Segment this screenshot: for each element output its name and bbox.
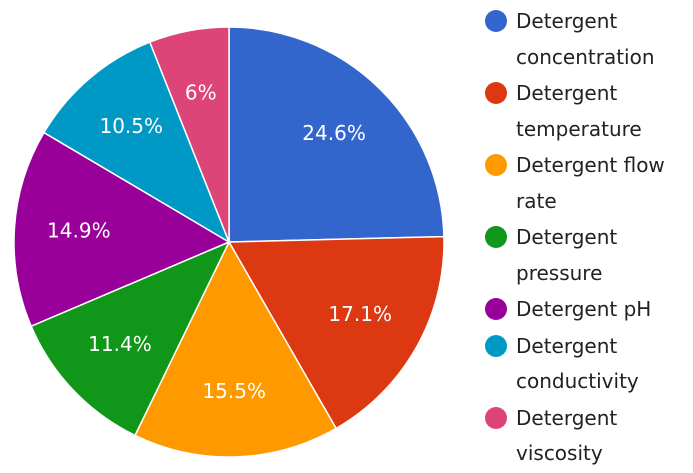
- legend-swatch: [485, 82, 507, 104]
- legend-label: Detergent pH: [516, 297, 652, 321]
- data-label: 17.1%: [328, 302, 392, 326]
- legend-swatch: [485, 10, 507, 32]
- legend-swatch: [485, 298, 507, 320]
- pie-slice: [134, 240, 338, 458]
- legend-swatch: [485, 154, 507, 176]
- pie-area: 24.6% 17.1% 15.5% 11.4% 14.9% 10.5% 6%: [13, 26, 445, 458]
- legend-label: Detergent flow rate: [516, 153, 665, 213]
- data-label: 14.9%: [47, 219, 111, 243]
- data-label: 11.4%: [88, 332, 152, 356]
- legend-label: Detergent viscosity: [516, 405, 618, 466]
- pie-slice: [13, 131, 231, 328]
- pie-slice: [30, 240, 231, 437]
- data-label: 6%: [185, 81, 217, 105]
- legend-label: Detergent conductivity: [516, 333, 639, 394]
- data-label: 15.5%: [202, 379, 266, 403]
- legend: Detergent concentration Detergent tempera…: [485, 4, 693, 473]
- data-label: 24.6%: [302, 121, 366, 145]
- legend-label: Detergent pressure: [516, 225, 618, 285]
- pie-slice: [42, 41, 231, 244]
- data-label: 10.5%: [99, 114, 163, 138]
- legend-item: Detergent pressure: [485, 220, 693, 291]
- legend-item: Detergent viscosity: [485, 401, 693, 472]
- legend-label: Detergent temperature: [516, 81, 642, 141]
- pie-slice: [227, 235, 445, 430]
- legend-item: Detergent concentration: [485, 4, 693, 75]
- legend-item: Detergent pH: [485, 292, 693, 328]
- legend-swatch: [485, 226, 507, 248]
- legend-swatch: [485, 406, 507, 429]
- legend-item: Detergent temperature: [485, 76, 693, 147]
- legend-label: Detergent concentration: [516, 9, 655, 69]
- legend-item: Detergent conductivity: [485, 329, 693, 400]
- pie-slice: [148, 26, 230, 243]
- legend-swatch: [485, 334, 507, 357]
- pie-slice: [228, 26, 445, 243]
- legend-item: Detergent flow rate: [485, 148, 693, 219]
